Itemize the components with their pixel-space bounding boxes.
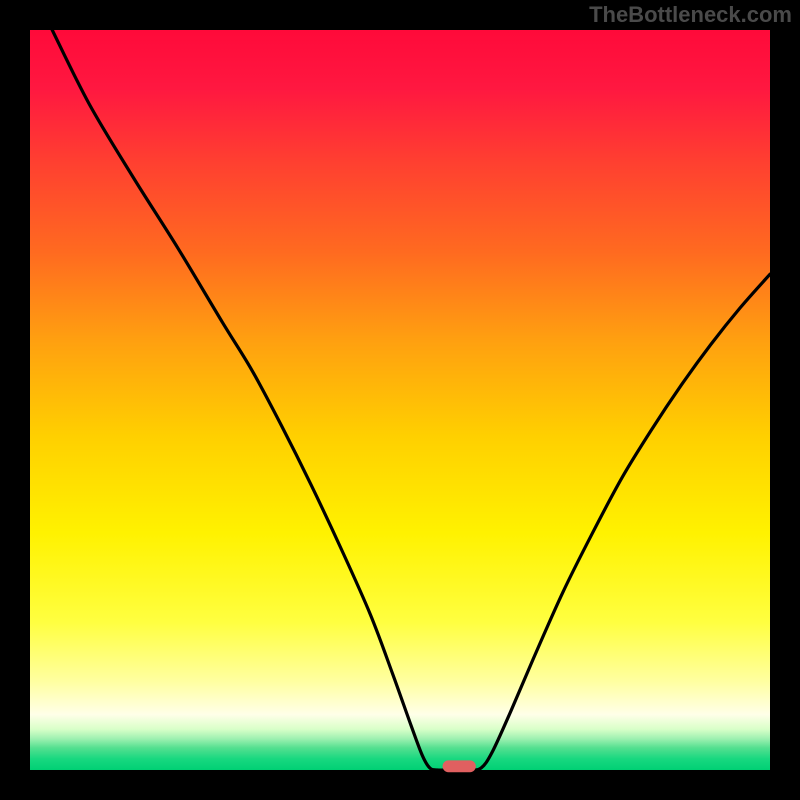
watermark-label: TheBottleneck.com — [589, 2, 792, 28]
chart-svg — [0, 0, 800, 800]
optimal-marker — [443, 760, 476, 772]
bottleneck-chart: TheBottleneck.com — [0, 0, 800, 800]
